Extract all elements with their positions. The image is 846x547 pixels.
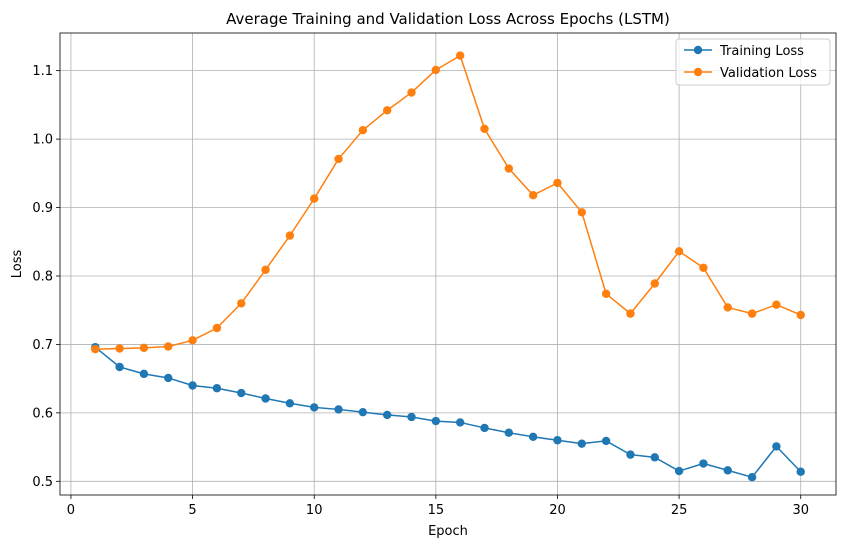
data-point [310, 194, 319, 203]
data-point [674, 247, 684, 256]
legend-label-validation: Validation Loss [720, 66, 817, 81]
data-point [358, 407, 368, 417]
data-point [626, 309, 635, 318]
series-line [95, 54, 802, 350]
series-0 [91, 342, 805, 482]
x-tick-label: 5 [188, 503, 196, 518]
axis-ticks: 0 5 10 15 20 25 30 0.5 0.6 0.7 0.8 0.9 1.0 1.1 [32, 64, 809, 518]
legend-marker-training [693, 45, 703, 55]
plot-area-frame [59, 32, 837, 496]
data-point [334, 405, 343, 414]
legend-label-training: Training Loss [719, 44, 804, 59]
y-tick-label: 0.9 [32, 201, 53, 216]
data-point [650, 279, 659, 288]
data-point [285, 399, 295, 408]
data-point [772, 300, 781, 309]
data-point [650, 453, 659, 462]
data-point [796, 467, 805, 476]
y-axis-title: Loss [10, 250, 25, 279]
data-point [504, 164, 514, 173]
data-point [674, 466, 684, 476]
y-tick-label: 0.6 [32, 406, 53, 421]
x-tick-label: 0 [67, 503, 75, 518]
data-point [553, 436, 562, 445]
data-point [480, 423, 489, 433]
data-point [139, 343, 149, 353]
x-tick-label: 25 [671, 503, 688, 518]
data-point [212, 384, 222, 393]
data-point [455, 418, 465, 427]
x-tick-label: 15 [428, 503, 445, 518]
x-tick-label: 20 [549, 503, 566, 518]
data-point [528, 432, 538, 442]
y-tick-label: 0.7 [32, 338, 53, 353]
data-point [188, 336, 197, 345]
data-point [431, 416, 441, 426]
data-point [626, 450, 635, 459]
data-point [796, 310, 805, 320]
data-point [699, 263, 708, 272]
legend-marker-validation [693, 67, 703, 77]
data-point [577, 439, 586, 448]
data-point [407, 88, 416, 97]
data-point [164, 373, 173, 383]
data-point [310, 403, 319, 412]
y-tick-label: 1.1 [32, 64, 53, 79]
data-point [455, 51, 465, 60]
legend-box [675, 38, 831, 86]
data-point [237, 299, 246, 308]
y-tick-label: 0.5 [32, 475, 53, 490]
data-point [261, 394, 270, 403]
x-tick-label: 10 [306, 503, 323, 518]
data-point [334, 154, 343, 164]
data-point [164, 342, 173, 351]
data-point [139, 369, 149, 379]
data-point [382, 410, 392, 420]
data-point [358, 125, 368, 135]
data-point [772, 442, 781, 451]
data-point [237, 388, 246, 398]
data-point [747, 309, 757, 318]
data-point [577, 208, 586, 217]
data-point [285, 231, 295, 240]
data-point [91, 345, 100, 354]
series-layer [91, 51, 805, 482]
data-point [601, 289, 611, 298]
data-point [431, 65, 441, 75]
data-point [382, 106, 392, 115]
x-axis-title: Epoch [428, 524, 468, 539]
y-tick-label: 0.8 [32, 269, 53, 284]
data-point [504, 428, 514, 437]
data-point [553, 178, 562, 188]
data-point [115, 344, 124, 353]
legend: Training Loss Validation Loss [675, 38, 831, 86]
data-point [723, 466, 732, 475]
data-point [601, 436, 611, 446]
data-point [699, 459, 708, 468]
y-tick-label: 1.0 [32, 133, 53, 148]
data-point [480, 124, 489, 134]
data-point [747, 473, 757, 482]
x-tick-label: 30 [792, 503, 809, 518]
data-point [188, 381, 197, 390]
series-1 [91, 51, 805, 354]
chart-title: Average Training and Validation Loss Acr… [226, 10, 670, 28]
data-point [115, 362, 124, 372]
data-point [261, 265, 270, 275]
data-point [212, 323, 222, 333]
data-point [407, 412, 416, 422]
grid [60, 33, 836, 495]
data-point [528, 191, 538, 200]
data-point [723, 303, 732, 312]
